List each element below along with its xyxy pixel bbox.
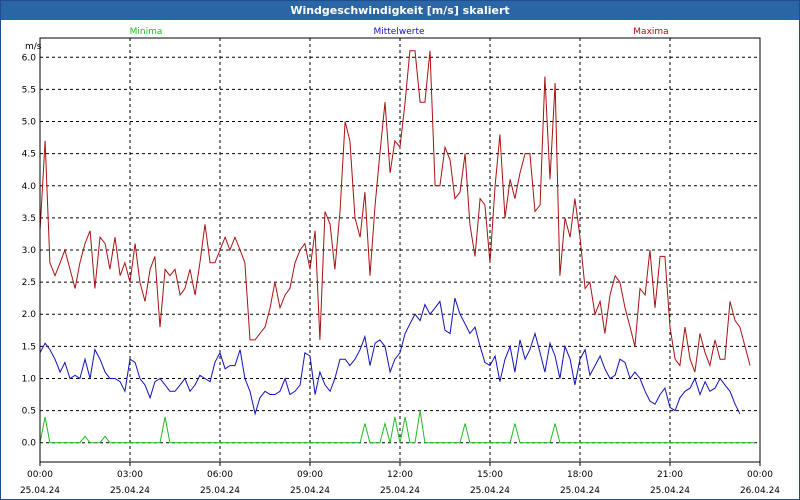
series-line-maxima xyxy=(39,50,751,373)
y-tick-label: 5.5 xyxy=(22,85,36,95)
x-tick-date: 25.04.24 xyxy=(380,486,420,496)
legend-entry-maxima: Maxima xyxy=(633,27,668,37)
x-tick-date: 25.04.24 xyxy=(470,486,510,496)
x-tick-time: 06:00 xyxy=(207,470,233,480)
x-tick-time: 00:00 xyxy=(747,470,773,480)
legend-entry-mittelwerte: Mittelwerte xyxy=(373,27,424,37)
y-tick-label: 1.5 xyxy=(22,342,36,352)
y-tick-label: 0.5 xyxy=(22,407,36,417)
y-tick-label: 2.0 xyxy=(22,310,37,320)
series-line-mittelwerte xyxy=(39,298,741,416)
grid-lines xyxy=(40,38,760,462)
y-axis-ticks: 0.0 0.5 1.0 1.5 2.0 2.5 3.0 3.5 4.0 4.5 5.0 5.5 6.0 xyxy=(22,53,37,448)
x-tick-time: 00:00 xyxy=(27,470,53,480)
y-tick-label: 2.5 xyxy=(22,278,36,288)
x-tick-time: 09:00 xyxy=(297,470,323,480)
x-tick-date: 25.04.24 xyxy=(20,486,60,496)
x-tick-time: 12:00 xyxy=(387,470,413,480)
series-line-minima xyxy=(39,410,755,444)
x-tick-date: 25.04.24 xyxy=(290,486,330,496)
y-tick-label: 3.5 xyxy=(22,214,36,224)
x-tick-date: 25.04.24 xyxy=(560,486,600,496)
y-tick-label: 1.0 xyxy=(22,374,37,384)
x-tick-time: 21:00 xyxy=(657,470,683,480)
legend-entry-minima: Minima xyxy=(130,27,163,37)
legend: Minima Mittelwerte Maxima xyxy=(130,27,669,37)
y-tick-label: 0.0 xyxy=(22,439,37,449)
y-tick-label: 6.0 xyxy=(22,53,37,63)
chart-title: Windgeschwindigkeit [m/s] skaliert xyxy=(1,1,799,20)
x-tick-time: 15:00 xyxy=(477,470,503,480)
x-tick-date: 25.04.24 xyxy=(110,486,150,496)
series-lines xyxy=(39,50,755,444)
x-tick-time: 18:00 xyxy=(567,470,593,480)
y-tick-label: 4.5 xyxy=(22,150,36,160)
y-tick-label: 5.0 xyxy=(22,118,37,128)
x-tick-time: 03:00 xyxy=(117,470,143,480)
y-axis-label: m/s xyxy=(25,42,42,52)
plot-area xyxy=(39,37,761,463)
x-tick-date: 25.04.24 xyxy=(650,486,690,496)
y-tick-label: 3.0 xyxy=(22,246,37,256)
x-tick-date: 26.04.24 xyxy=(740,486,780,496)
y-tick-label: 4.0 xyxy=(22,182,37,192)
x-tick-date: 25.04.24 xyxy=(200,486,240,496)
x-axis-ticks: 00:00 25.04.24 03:00 25.04.24 06:00 25.04.24 0… xyxy=(20,462,780,496)
